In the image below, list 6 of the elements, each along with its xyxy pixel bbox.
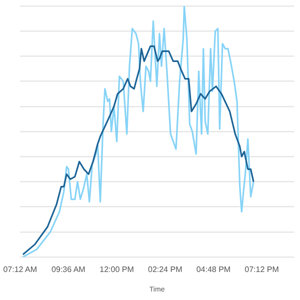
x-tick-label: 12:00 PM <box>100 265 134 274</box>
x-tick-label: 04:48 PM <box>196 265 231 274</box>
x-tick-label: 09:36 AM <box>52 265 86 274</box>
x-tick-label: 07:12 AM <box>3 265 38 274</box>
x-tick-label: 07:12 PM <box>244 265 280 274</box>
x-tick-label: 02:24 PM <box>148 265 183 274</box>
